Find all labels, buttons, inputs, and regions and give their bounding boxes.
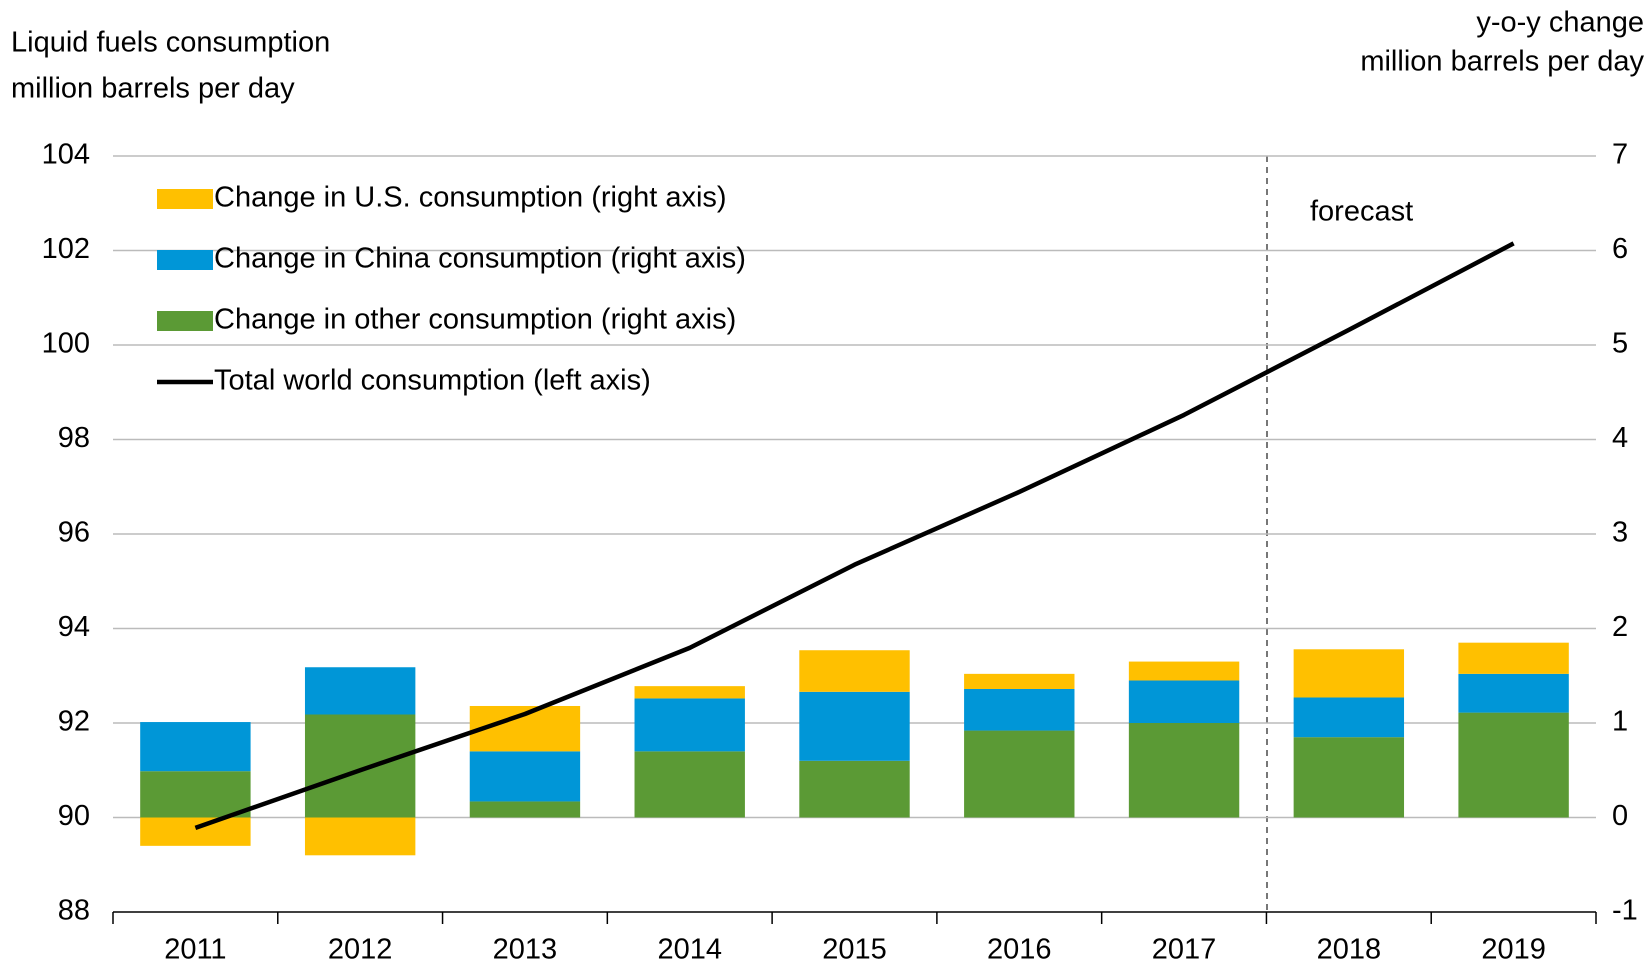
y2-tick-label: 2	[1612, 611, 1628, 643]
y-axis-title: million barrels per day	[11, 73, 295, 105]
bar	[634, 698, 745, 752]
y-tick-label: 94	[58, 611, 90, 643]
bar	[469, 751, 581, 802]
y2-axis-title: million barrels per day	[1360, 46, 1644, 78]
annotation: forecast	[1310, 196, 1413, 228]
y2-axis-title: y-o-y change	[1476, 7, 1644, 39]
y-tick-label: 88	[58, 895, 90, 927]
bar	[469, 801, 581, 818]
bar	[964, 688, 1075, 731]
x-tick-label: 2017	[1152, 934, 1217, 966]
x-tick-label: 2011	[164, 934, 226, 966]
y2-tick-label: 0	[1612, 800, 1628, 832]
y2-tick-label: 5	[1612, 328, 1628, 360]
legend-label: Change in other consumption (right axis)	[214, 304, 736, 336]
bar	[140, 771, 251, 818]
bar	[1293, 737, 1405, 818]
x-tick-label: 2016	[987, 934, 1052, 966]
y2-tick-label: 4	[1612, 422, 1628, 454]
legend-swatch	[157, 311, 213, 331]
y2-tick-label: 3	[1612, 517, 1628, 549]
bar	[140, 817, 251, 846]
bar	[1293, 649, 1405, 698]
bar	[799, 691, 910, 761]
bar	[140, 722, 251, 772]
bar	[964, 673, 1075, 689]
bar	[1128, 661, 1240, 681]
x-tick-label: 2019	[1481, 934, 1546, 966]
x-tick-label: 2015	[822, 934, 887, 966]
y-tick-label: 102	[42, 233, 90, 265]
x-tick-label: 2018	[1317, 934, 1382, 966]
bar	[304, 667, 416, 715]
y-tick-label: 92	[58, 706, 90, 738]
y-tick-label: 90	[58, 800, 90, 832]
bar	[799, 760, 910, 818]
legend-label: Total world consumption (left axis)	[214, 365, 651, 397]
y-tick-label: 100	[42, 328, 90, 360]
bar	[1128, 680, 1240, 723]
bar	[1458, 642, 1569, 674]
y2-tick-label: -1	[1612, 895, 1638, 927]
legend-label: Change in China consumption (right axis)	[214, 243, 746, 275]
y-axis-title: Liquid fuels consumption	[11, 27, 330, 59]
legend-swatch	[157, 250, 213, 270]
x-tick-label: 2014	[657, 934, 722, 966]
bar	[964, 730, 1075, 818]
bar	[1293, 697, 1405, 738]
bar	[304, 817, 416, 856]
y-tick-label: 98	[58, 422, 90, 454]
bar	[304, 714, 416, 818]
bar	[1458, 712, 1569, 818]
legend-swatch	[157, 189, 213, 209]
x-tick-label: 2012	[328, 934, 393, 966]
y2-tick-label: 6	[1612, 233, 1628, 265]
y-tick-label: 96	[58, 517, 90, 549]
bar	[634, 686, 745, 699]
bar	[799, 650, 910, 692]
x-tick-label: 2013	[493, 934, 558, 966]
y2-tick-label: 1	[1612, 706, 1628, 738]
y-tick-label: 104	[42, 139, 90, 171]
legend-label: Change in U.S. consumption (right axis)	[214, 182, 727, 214]
line	[194, 241, 1515, 831]
bar	[634, 751, 745, 818]
y2-tick-label: 7	[1612, 139, 1628, 171]
bar	[1458, 673, 1569, 713]
bar	[1128, 723, 1240, 818]
